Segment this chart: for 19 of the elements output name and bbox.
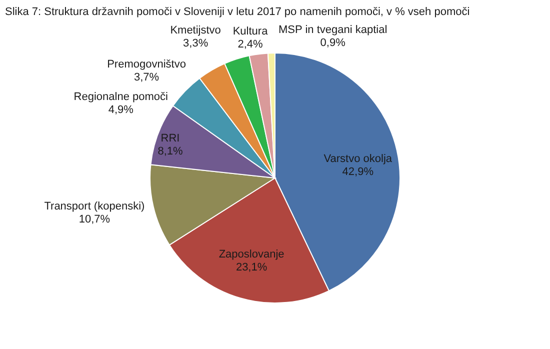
data-label: 42,9% <box>342 166 374 178</box>
slice-label: RRI <box>160 132 180 144</box>
data-label: 8,1% <box>158 145 183 158</box>
slice-label: Kultura <box>232 25 269 38</box>
slice-label: Premogovništvo <box>107 58 186 70</box>
data-label: 2,4% <box>238 38 264 50</box>
slice-label: Kmetijstvo <box>170 24 221 36</box>
slice-label: Transport (kopenski) <box>44 200 145 213</box>
data-label: 23,1% <box>236 262 268 274</box>
data-label: 0,9% <box>320 37 346 50</box>
data-label: 4,9% <box>108 104 134 116</box>
chart-title: Slika 7: Struktura državnih pomoči v Sloveniji v letu 2017 po namenih pomoči, v % vseh pomoči <box>5 6 470 18</box>
slice-label: MSP in tvegani kaptial <box>278 24 388 36</box>
data-label: 10,7% <box>78 214 110 226</box>
slice-label: Zaposlovanje <box>218 248 284 261</box>
slice-label: Regionalne pomoči <box>74 91 168 104</box>
slice-label: Varstvo okolja <box>324 153 393 166</box>
data-label: 3,3% <box>183 37 208 50</box>
data-label: 3,7% <box>134 71 160 84</box>
